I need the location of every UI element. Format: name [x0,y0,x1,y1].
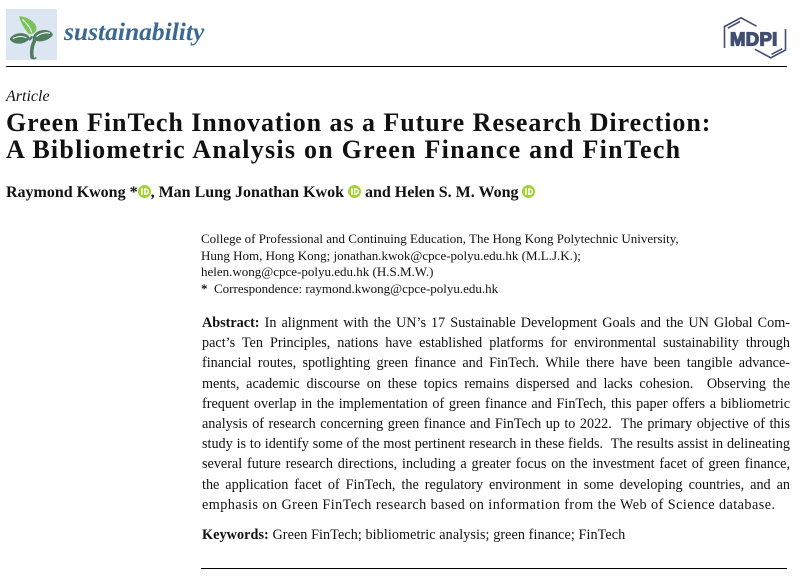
svg-text:MDPI: MDPI [730,28,778,49]
